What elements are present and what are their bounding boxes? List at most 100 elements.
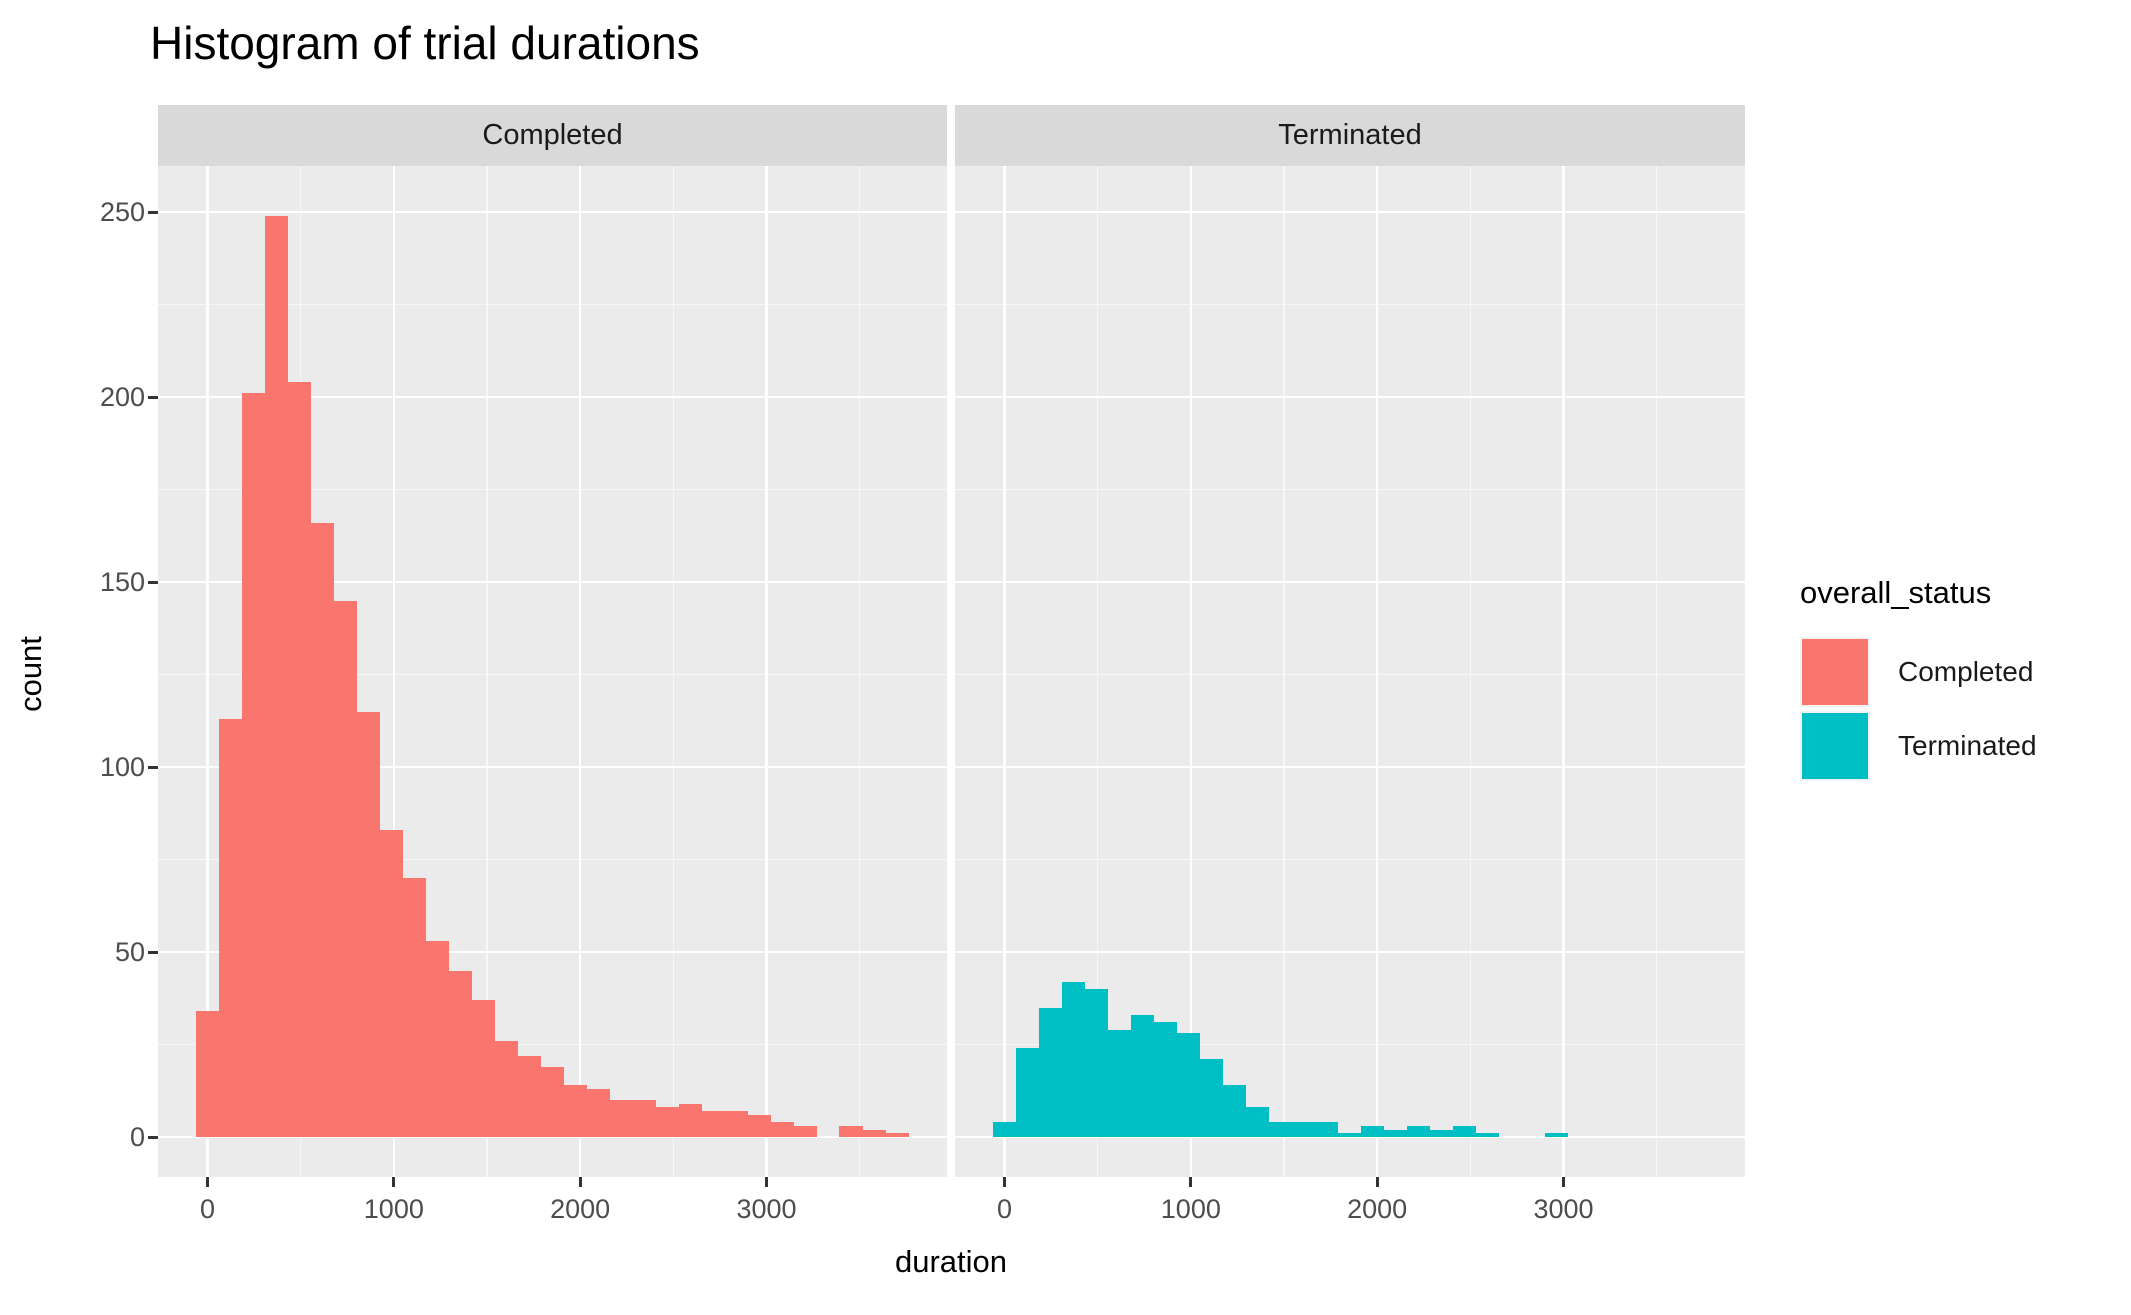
histogram-bar bbox=[563, 1085, 587, 1137]
legend-label: Terminated bbox=[1898, 730, 2037, 761]
gridline-major-h bbox=[955, 210, 1745, 214]
x-tick-mark bbox=[206, 1177, 209, 1187]
histogram-bar bbox=[1429, 1129, 1453, 1137]
histogram-bar bbox=[1383, 1129, 1408, 1137]
legend-label: Completed bbox=[1898, 656, 2034, 687]
x-tick-mark bbox=[1003, 1177, 1006, 1187]
gridline-minor-h bbox=[158, 303, 947, 306]
histogram-bar bbox=[1314, 1122, 1339, 1137]
histogram-bar bbox=[471, 1000, 496, 1137]
histogram-bar bbox=[586, 1088, 611, 1137]
legend-swatch-frame bbox=[1800, 711, 1870, 781]
gridline-minor-h bbox=[158, 1043, 947, 1046]
histogram-bar bbox=[425, 940, 450, 1137]
gridline-major-v bbox=[1189, 166, 1193, 1177]
gridline-major-v bbox=[1003, 166, 1006, 1177]
gridline-minor-v bbox=[859, 166, 861, 1177]
completed-swatch-icon bbox=[1802, 639, 1868, 705]
histogram-bar bbox=[1222, 1085, 1247, 1137]
histogram-bar bbox=[1130, 1014, 1155, 1137]
x-tick-label: 1000 bbox=[1160, 1194, 1221, 1224]
gridline-minor-h bbox=[955, 673, 1745, 676]
legend-title: overall_status bbox=[1800, 575, 1992, 610]
gridline-minor-v bbox=[1469, 166, 1472, 1177]
histogram-bar bbox=[287, 382, 312, 1137]
histogram-bar bbox=[448, 970, 473, 1137]
histogram-bar bbox=[701, 1111, 725, 1137]
legend: overall_status Completed Terminated bbox=[1800, 575, 2120, 785]
gridline-minor-v bbox=[1656, 166, 1658, 1177]
facet-strip-label: Terminated bbox=[1278, 119, 1422, 151]
histogram-bar bbox=[1199, 1059, 1224, 1137]
y-tick-mark bbox=[148, 765, 158, 769]
gridline-major-h bbox=[158, 950, 947, 954]
histogram-bar bbox=[1084, 989, 1109, 1137]
x-axis-title: duration bbox=[894, 1244, 1008, 1279]
histogram-bar bbox=[839, 1125, 863, 1137]
terminated-swatch-icon bbox=[1802, 713, 1868, 779]
y-tick-label: 250 bbox=[99, 196, 145, 227]
gridline-major-v bbox=[392, 166, 396, 1177]
gridline-major-h bbox=[158, 765, 947, 769]
x-tick-mark bbox=[1189, 1177, 1193, 1187]
gridline-major-h bbox=[955, 950, 1745, 954]
gridline-major-h bbox=[955, 580, 1745, 584]
gridline-minor-h bbox=[158, 673, 947, 676]
histogram-bar bbox=[310, 522, 335, 1137]
x-tick-label: 0 bbox=[996, 1194, 1013, 1224]
y-axis-title: count bbox=[13, 636, 48, 712]
histogram-bar bbox=[494, 1040, 519, 1137]
histogram-bar bbox=[793, 1125, 817, 1137]
legend-key-terminated: Terminated bbox=[1800, 711, 2120, 781]
histogram-bar bbox=[1015, 1048, 1040, 1137]
legend-swatch-frame bbox=[1800, 637, 1870, 707]
histogram-bar bbox=[655, 1107, 680, 1137]
y-tick-mark bbox=[148, 580, 158, 584]
histogram-bar bbox=[1475, 1133, 1499, 1137]
x-tick-mark bbox=[764, 1177, 768, 1187]
gridline-minor-v bbox=[486, 166, 488, 1177]
histogram-bar bbox=[402, 878, 427, 1137]
x-tick-label: 0 bbox=[199, 1194, 216, 1224]
histogram-bar bbox=[609, 1100, 634, 1137]
gridline-minor-h bbox=[158, 488, 947, 491]
histogram-bar bbox=[724, 1111, 748, 1137]
gridline-minor-v bbox=[1097, 166, 1099, 1177]
gridline-minor-h bbox=[955, 1043, 1745, 1046]
y-tick-mark bbox=[148, 1135, 158, 1139]
histogram-bar bbox=[242, 393, 266, 1137]
gridline-major-v bbox=[1375, 166, 1379, 1177]
histogram-bar bbox=[218, 718, 243, 1137]
histogram-bar bbox=[862, 1129, 886, 1137]
y-tick-mark bbox=[148, 395, 158, 399]
histogram-bar bbox=[1061, 981, 1086, 1137]
x-tick-mark bbox=[578, 1177, 582, 1187]
histogram-bar bbox=[264, 215, 289, 1137]
gridline-major-v bbox=[765, 166, 768, 1177]
gridline-minor-h bbox=[955, 303, 1745, 306]
x-tick-mark bbox=[1375, 1177, 1379, 1187]
histogram-bar bbox=[770, 1122, 794, 1137]
gridline-minor-h bbox=[158, 858, 947, 861]
facet-panel-completed bbox=[158, 166, 947, 1177]
gridline-major-v bbox=[206, 166, 209, 1177]
facet-panel-terminated bbox=[955, 166, 1745, 1177]
gridline-major-h bbox=[158, 1135, 947, 1139]
histogram-bar bbox=[540, 1066, 565, 1137]
histogram-bar bbox=[632, 1100, 656, 1137]
histogram-bar bbox=[747, 1114, 771, 1137]
histogram-bar bbox=[1176, 1033, 1201, 1137]
facet-strip-terminated: Terminated bbox=[955, 105, 1745, 166]
y-tick-label: 50 bbox=[114, 936, 145, 967]
histogram-bar bbox=[333, 600, 358, 1137]
x-tick-label: 1000 bbox=[363, 1194, 424, 1224]
x-tick-mark bbox=[392, 1177, 396, 1187]
histogram-bar bbox=[1406, 1125, 1431, 1137]
histogram-bar bbox=[885, 1133, 909, 1137]
histogram-bar bbox=[1544, 1133, 1568, 1137]
page-title: Histogram of trial durations bbox=[150, 17, 700, 69]
y-tick-mark bbox=[148, 950, 158, 954]
histogram-bar bbox=[356, 711, 381, 1137]
gridline-major-h bbox=[955, 1135, 1745, 1139]
